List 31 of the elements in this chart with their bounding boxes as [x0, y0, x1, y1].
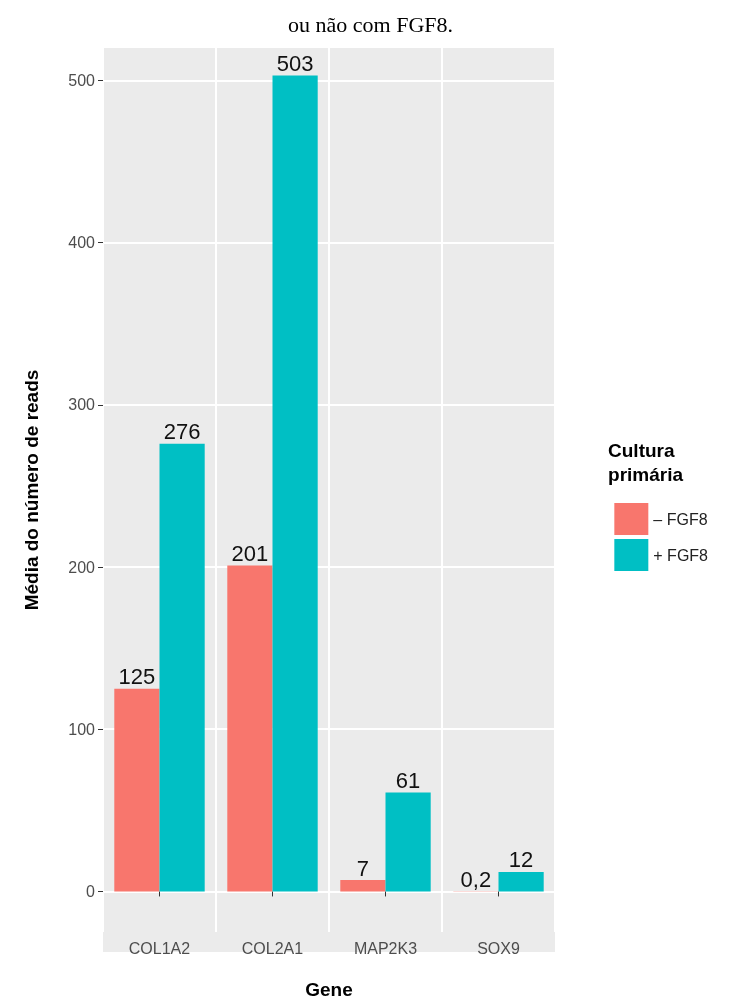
- y-axis-title: Média do número de reads: [21, 369, 42, 611]
- bar: [114, 688, 160, 892]
- bar: [159, 443, 205, 892]
- x-tick-label: COL1A2: [128, 939, 191, 957]
- x-tick-label: COL2A1: [241, 939, 304, 957]
- data-label: 503: [276, 51, 314, 77]
- bar: [272, 75, 318, 892]
- chart-title: ou não com FGF8.: [288, 11, 453, 37]
- legend-label: + FGF8: [653, 546, 709, 564]
- x-axis-title: Gene: [305, 979, 353, 1000]
- y-tick-label: 500: [68, 71, 96, 89]
- data-label: 7: [356, 855, 370, 881]
- legend-label: – FGF8: [653, 510, 708, 528]
- y-tick-label: 200: [68, 558, 96, 576]
- data-label: 0,2: [460, 866, 492, 892]
- x-tick-label: MAP2K3: [353, 939, 418, 957]
- y-tick-label: 300: [68, 396, 96, 414]
- y-tick-label: 0: [86, 882, 96, 900]
- y-tick-label: 400: [68, 234, 96, 252]
- data-label: 201: [231, 540, 269, 566]
- bar: [498, 871, 544, 892]
- bar: [340, 880, 386, 892]
- y-tick-label: 100: [68, 720, 96, 738]
- data-label: 12: [508, 847, 534, 873]
- bar: [385, 792, 431, 892]
- x-tick-label: SOX9: [477, 939, 520, 957]
- bar: [227, 565, 273, 892]
- data-label: 276: [163, 419, 201, 445]
- legend-title: Cultura primária: [608, 439, 684, 485]
- data-label: 125: [118, 664, 156, 690]
- data-label: 61: [395, 768, 421, 794]
